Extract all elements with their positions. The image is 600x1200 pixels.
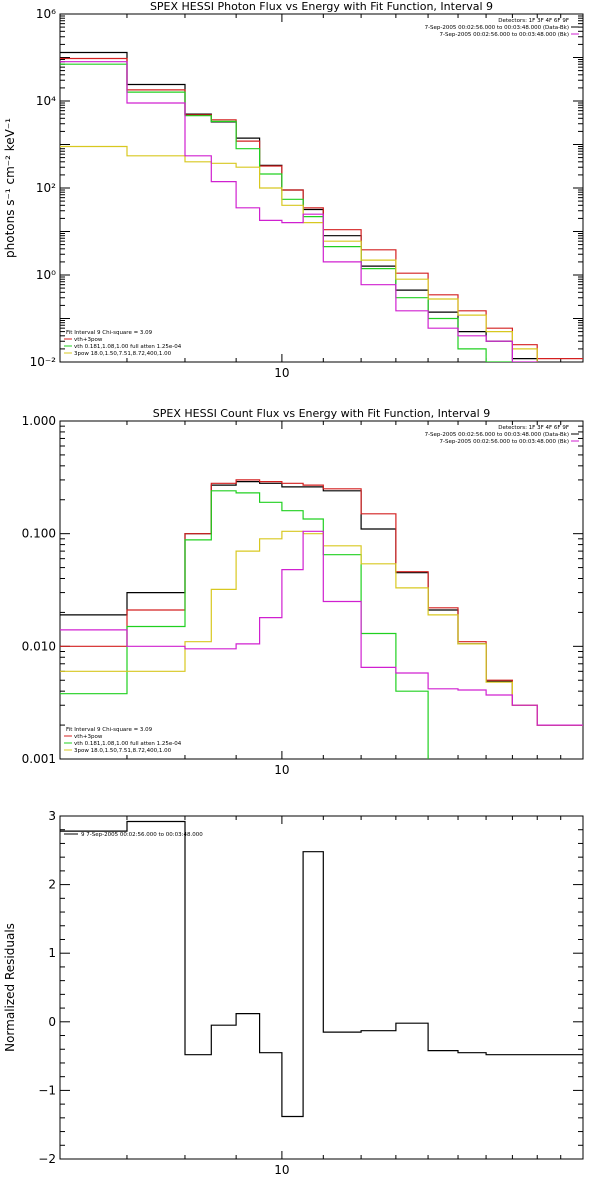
y-tick-label: 0.001 xyxy=(22,752,56,766)
y-tick-label: 10² xyxy=(36,181,56,195)
legend-bottom-entry: 3pow 18.0,1.50,7.51,8.72,400,1.00 xyxy=(74,351,172,357)
legend-bottom-entry: 3pow 18.0,1.50,7.51,8.72,400,1.00 xyxy=(74,748,172,754)
x-tick-label: 10 xyxy=(274,1163,289,1177)
series-3-line xyxy=(60,490,429,759)
legend-bottom-entry: Fit Interval 9 Chi-square = 3.09 xyxy=(66,727,153,733)
y-tick-label: 0.010 xyxy=(22,639,56,653)
y-tick-label: 3 xyxy=(48,809,56,823)
legend-top-entry: 7-Sep-2005 00:02:56.000 to 00:03:48.000 … xyxy=(440,439,570,445)
x-tick-label: 10 xyxy=(274,763,289,777)
chart-title: SPEX HESSI Photon Flux vs Energy with Fi… xyxy=(150,0,493,13)
legend-bottom-entry: Fit Interval 9 Chi-square = 3.09 xyxy=(66,330,153,336)
legend-top-entry: 7-Sep-2005 00:02:56.000 to 00:03:48.000 … xyxy=(440,32,570,38)
plot-frame xyxy=(59,13,584,363)
y-tick-label: 0.100 xyxy=(22,527,56,541)
y-axis-label: Normalized Residuals xyxy=(3,923,17,1052)
y-axis-label: photons s⁻¹ cm⁻² keV⁻¹ xyxy=(3,118,17,258)
legend-top-entry: 7-Sep-2005 00:02:56.000 to 00:03:48.000 … xyxy=(425,25,569,31)
y-tick-label: 1 xyxy=(48,946,56,960)
series-group xyxy=(60,479,583,759)
series-2-line xyxy=(60,479,583,726)
series-group xyxy=(60,820,583,1118)
series-5-line xyxy=(60,530,583,726)
legend-bottom-entry: vth 0.181,1.08,1.00 full atten 1.25e-04 xyxy=(74,741,182,747)
legend-bottom-entry: vth+3pow xyxy=(74,734,103,740)
panel-2: SPEX HESSI Count Flux vs Energy with Fit… xyxy=(22,407,584,777)
y-tick-label: 10⁰ xyxy=(36,268,56,282)
y-tick-label: 10⁴ xyxy=(36,94,56,108)
y-tick-label: 0 xyxy=(48,1015,56,1029)
panel-3: 10 −2 −1 0 1 2 3 Normalized Residuals 9 7-Sep-20… xyxy=(3,809,584,1177)
series-4-line xyxy=(60,530,583,726)
x-tick-label: 10 xyxy=(274,366,289,380)
plot-frame xyxy=(59,815,584,1160)
legend-top-entry: 9 7-Sep-2005 00:02:56.000 to 00:03:48.00… xyxy=(81,832,203,838)
y-tick-label: 2 xyxy=(48,878,56,892)
y-tick-label: 10⁶ xyxy=(36,7,56,21)
y-tick-label: 1.000 xyxy=(22,414,56,428)
series-1-line xyxy=(60,820,583,1118)
legend-bottom-entry: vth 0.181,1.08,1.00 full atten 1.25e-04 xyxy=(74,344,182,350)
y-tick-label: 10⁻² xyxy=(30,355,57,369)
plot-frame xyxy=(59,420,584,760)
panel-1: SPEX HESSI Photon Flux vs Energy with Fi… xyxy=(3,0,584,380)
y-tick-label: −2 xyxy=(38,1152,56,1166)
legend-bottom-entry: vth+3pow xyxy=(74,337,103,343)
series-1-line xyxy=(60,481,583,726)
legend-top-entry: Detectors: 1F 3F 4F 6F 9F xyxy=(498,425,569,431)
chart-title: SPEX HESSI Count Flux vs Energy with Fit… xyxy=(153,407,490,420)
series-group xyxy=(60,51,583,362)
legend-top-entry: 7-Sep-2005 00:02:56.000 to 00:03:48.000 … xyxy=(425,432,569,438)
legend-top-entry: Detectors: 1F 3F 4F 6F 9F xyxy=(498,18,569,24)
series-5-line xyxy=(60,61,538,362)
y-tick-label: −1 xyxy=(38,1083,56,1097)
